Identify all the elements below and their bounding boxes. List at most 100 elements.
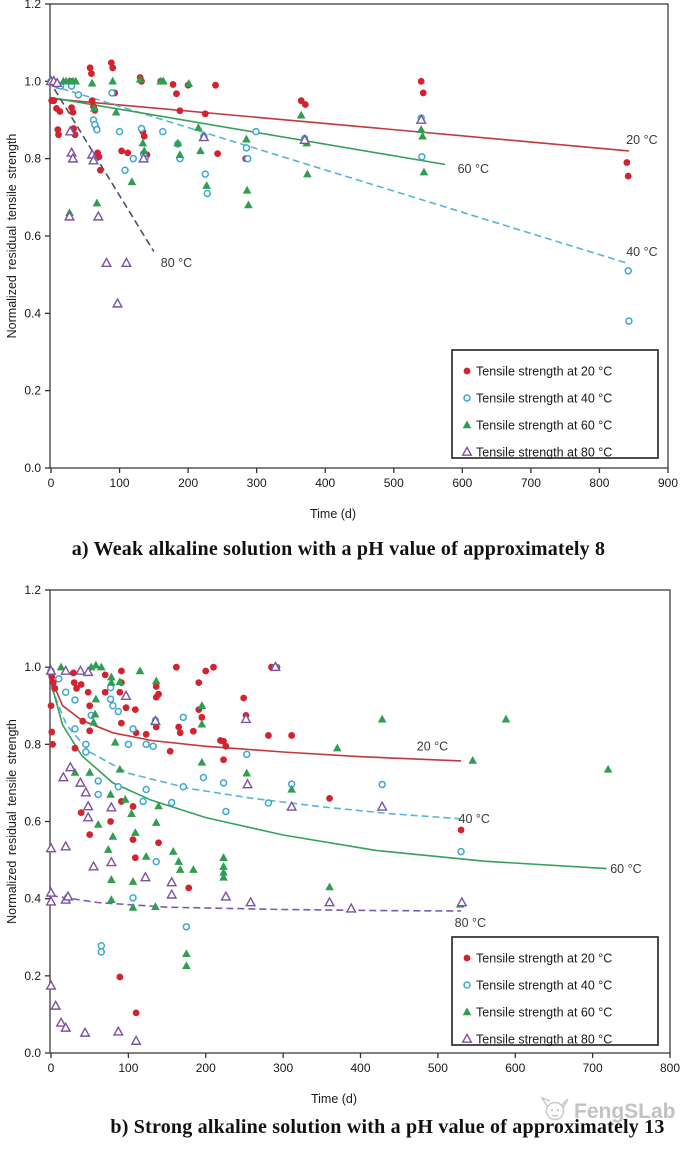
- x-tick-label: 800: [660, 1061, 680, 1075]
- data-point: [220, 756, 227, 764]
- data-point: [106, 789, 115, 798]
- data-point: [185, 884, 193, 892]
- data-point: [60, 664, 72, 675]
- y-tick-label: 0.4: [24, 892, 41, 906]
- data-point: [101, 257, 113, 267]
- data-point: [62, 890, 74, 901]
- data-point: [345, 902, 357, 913]
- data-point: [462, 1007, 472, 1016]
- data-point: [418, 131, 427, 140]
- curve-label: 80 °C: [455, 916, 486, 930]
- data-point: [242, 768, 252, 777]
- data-point: [222, 742, 230, 750]
- series-tensile-strength-at-80-c: [45, 661, 468, 1045]
- x-tick-label: 700: [583, 1061, 603, 1075]
- curve-label: 40 °C: [459, 812, 490, 826]
- data-point: [326, 794, 333, 802]
- data-point: [240, 694, 248, 702]
- data-point: [199, 773, 208, 782]
- data-point: [139, 146, 149, 155]
- data-point: [110, 737, 120, 746]
- data-point: [197, 757, 207, 766]
- x-tick-label: 300: [273, 1061, 293, 1075]
- data-point: [463, 981, 471, 989]
- data-point: [203, 189, 212, 198]
- data-point: [131, 706, 139, 714]
- axis-ticks: 0 100 200 300 400 500 600 700 800 900 0.0 0.2 0.4 0.6…: [24, 0, 678, 490]
- data-point: [201, 170, 209, 178]
- data-point: [45, 979, 57, 990]
- data-point: [107, 895, 116, 904]
- data-point: [97, 948, 106, 956]
- series-tensile-strength-at-80-c: [45, 75, 427, 308]
- data-point: [51, 77, 63, 88]
- data-point: [74, 664, 86, 675]
- data-point: [67, 152, 79, 163]
- chart-b-strong-alkaline: 0 100 200 300 400 500 600 700 800 0.0 0.2 0.4 0.6 0.8…: [5, 583, 680, 1106]
- data-point: [71, 76, 80, 85]
- data-point: [269, 661, 281, 672]
- data-point: [45, 664, 57, 675]
- data-point: [101, 671, 109, 679]
- data-point: [296, 110, 306, 119]
- data-point: [173, 90, 180, 98]
- x-tick-label: 500: [384, 476, 404, 490]
- data-point: [82, 740, 90, 749]
- data-point: [173, 138, 183, 147]
- legend-entry-label: Tensile strength at 60 °C: [476, 419, 612, 433]
- data-point: [299, 134, 311, 145]
- data-point: [118, 667, 125, 675]
- axis-ticks: 0 100 200 300 400 500 600 700 800 0.0 0.2 0.4 0.6 0.8…: [24, 583, 680, 1075]
- data-point: [202, 667, 210, 675]
- trend-line-40C: [50, 84, 628, 264]
- legend-entry-label: Tensile strength at 20 °C: [476, 952, 612, 966]
- x-tick-label: 200: [196, 1061, 216, 1075]
- data-point: [92, 198, 102, 207]
- data-point: [86, 702, 94, 710]
- watermark-text: FengSLab: [574, 1100, 676, 1123]
- data-point: [376, 800, 388, 811]
- data-point: [105, 801, 117, 812]
- series-tensile-strength-at-60-c: [56, 660, 613, 970]
- data-point: [45, 886, 57, 897]
- data-point: [103, 845, 113, 853]
- data-point: [301, 101, 309, 108]
- data-point: [242, 144, 251, 152]
- data-point: [74, 776, 86, 787]
- data-point: [88, 860, 100, 871]
- data-point: [120, 257, 132, 267]
- data-point: [625, 317, 633, 325]
- data-point: [265, 732, 272, 739]
- data-point: [175, 723, 183, 731]
- curve-label: 40 °C: [626, 245, 657, 259]
- data-point: [109, 702, 117, 710]
- data-point: [175, 150, 185, 158]
- series-tensile-strength-at-40-c: [47, 663, 465, 956]
- x-tick-label: 300: [247, 476, 267, 490]
- data-point: [130, 1034, 142, 1045]
- data-point: [93, 819, 103, 828]
- data-point: [378, 780, 386, 789]
- data-point: [64, 125, 76, 136]
- data-point: [603, 764, 613, 773]
- data-point: [419, 167, 429, 176]
- curve-label: 20 °C: [626, 133, 657, 147]
- data-point: [463, 954, 471, 962]
- x-tick-label: 100: [110, 476, 130, 490]
- data-point: [176, 107, 184, 115]
- data-point: [115, 764, 125, 773]
- y-tick-label: 0.6: [24, 815, 41, 829]
- data-point: [120, 690, 132, 701]
- data-point: [189, 865, 198, 873]
- x-tick-label: 0: [48, 476, 55, 490]
- data-point: [264, 799, 273, 807]
- data-point: [79, 717, 87, 725]
- data-point: [82, 800, 94, 811]
- x-tick-label: 400: [315, 476, 335, 490]
- data-point: [242, 134, 251, 143]
- data-point: [210, 663, 217, 671]
- trend-line-60C: [50, 96, 446, 166]
- y-tick-label: 1.2: [24, 0, 41, 11]
- data-point: [91, 660, 101, 669]
- data-point: [182, 923, 191, 931]
